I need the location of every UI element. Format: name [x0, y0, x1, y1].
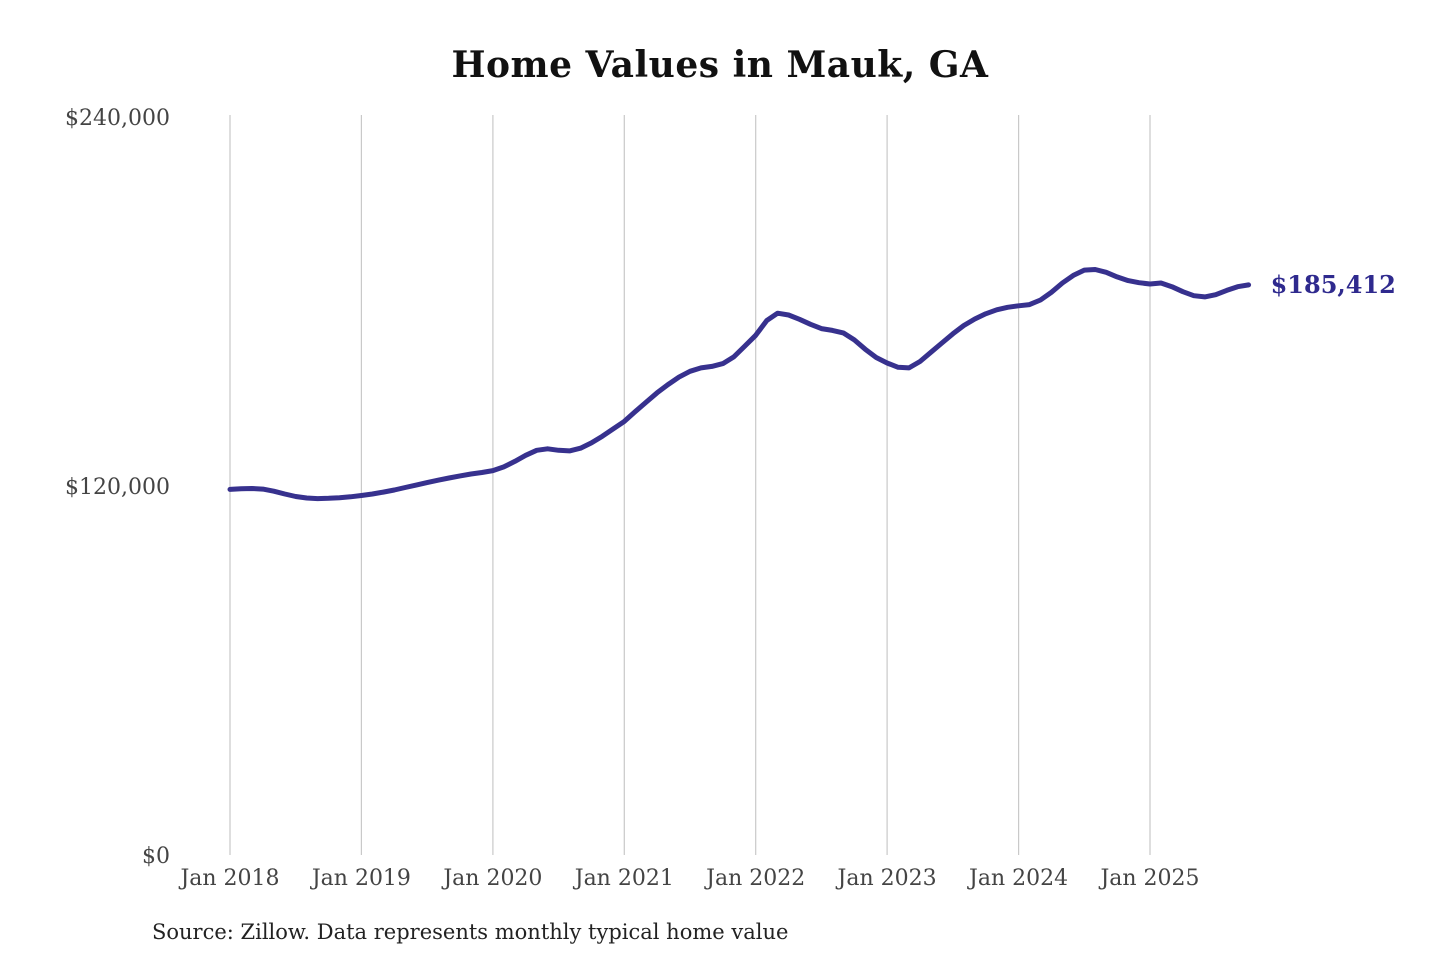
x-tick-label: Jan 2021: [573, 866, 674, 891]
y-tick-label: $240,000: [65, 106, 170, 131]
x-tick-label: Jan 2020: [441, 866, 542, 891]
x-tick-label: Jan 2022: [704, 866, 805, 891]
x-tick-label: Jan 2019: [310, 866, 411, 891]
x-tick-label: Jan 2023: [836, 866, 937, 891]
home-value-line: [227, 267, 1252, 502]
latest-value-label: $185,412: [1271, 270, 1396, 299]
y-tick-label: $0: [142, 844, 170, 869]
x-tick-label: Jan 2025: [1098, 866, 1199, 891]
source-note: Source: Zillow. Data represents monthly …: [152, 920, 789, 944]
y-tick-label: $120,000: [65, 475, 170, 500]
chart-title: Home Values in Mauk, GA: [451, 44, 989, 86]
x-tick-label: Jan 2018: [178, 866, 279, 891]
x-tick-label: Jan 2024: [967, 866, 1068, 891]
